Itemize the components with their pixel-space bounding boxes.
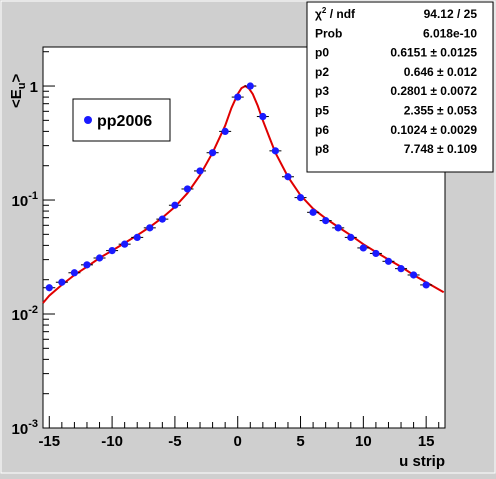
stats-value: 0.646 ± 0.012 [404, 65, 478, 79]
y-axis-title-sub: u [16, 83, 28, 90]
data-point [384, 257, 393, 265]
data-point [121, 240, 129, 248]
data-point [234, 93, 242, 101]
axes-layer: -15 -10 -5 0 5 10 15 1 10-1 10-2 10-3 [12, 51, 440, 450]
stats-value: 2.355 ± 0.053 [404, 104, 478, 118]
stats-label: p8 [315, 142, 329, 156]
data-point [284, 173, 292, 181]
data-point [359, 244, 367, 252]
data-point [171, 201, 179, 209]
data-point [70, 269, 79, 277]
x-tick-label: 10 [355, 433, 372, 450]
data-point [146, 224, 154, 232]
data-point [296, 194, 305, 202]
x-tick-label: 0 [234, 433, 242, 450]
data-point [372, 249, 380, 258]
stats-box-frame [306, 1, 494, 173]
y-tick-label: 10-3 [12, 418, 38, 438]
x-tick-label: 15 [418, 433, 435, 450]
data-point [95, 254, 104, 262]
stats-label: Prob [315, 26, 342, 40]
stats-value: 0.2801 ± 0.0072 [390, 84, 477, 98]
legend-label-pp2006: pp2006 [97, 113, 152, 130]
stats-value: 7.748 ± 0.109 [404, 142, 478, 156]
stats-label: p3 [315, 84, 329, 98]
x-axis-title: u strip [399, 453, 445, 470]
data-point [246, 82, 254, 90]
data-point [309, 208, 317, 216]
data-point [133, 233, 141, 241]
data-point [409, 271, 418, 279]
data-point [422, 281, 430, 289]
stats-label: p2 [315, 65, 329, 79]
stats-value: 0.6151 ± 0.0125 [390, 46, 477, 60]
stats-value: 94.12 / 25 [424, 7, 478, 21]
data-point [183, 185, 192, 193]
stats-box: χ2 / ndf 94.12 / 25 Prob 6.018e-10 p0 0.6151 … [306, 1, 494, 173]
legend: pp2006 [72, 98, 171, 142]
stats-label: p5 [315, 104, 329, 118]
y-tick-label: 10-1 [12, 190, 38, 210]
data-point [347, 233, 355, 241]
data-point [322, 216, 330, 225]
data-point [221, 127, 229, 135]
data-point [108, 246, 116, 255]
data-point [158, 215, 166, 223]
data-point [83, 261, 91, 269]
data-point [58, 278, 66, 286]
stats-label: χ2 / ndf [315, 6, 356, 21]
data-points-layer [43, 82, 433, 292]
data-point [334, 224, 342, 232]
y-tick-label: 10-2 [12, 304, 38, 324]
stats-value: 0.1024 ± 0.0029 [390, 123, 477, 137]
y-axis-title: <Eu> [8, 74, 28, 109]
data-point [271, 147, 280, 155]
y-axis-title-main: <E [8, 89, 25, 108]
data-point [208, 149, 217, 157]
data-point [397, 265, 405, 273]
x-tick-label: 5 [296, 433, 304, 450]
data-point [196, 167, 204, 175]
legend-marker [84, 116, 92, 124]
stats-label: p6 [315, 123, 329, 137]
x-tick-label: -5 [168, 433, 181, 450]
y-tick-label: 1 [30, 79, 38, 96]
data-point [259, 112, 267, 121]
svg-text:<Eu>: <Eu> [8, 74, 28, 109]
stats-value: 6.018e-10 [423, 26, 477, 40]
stats-label: p0 [315, 46, 329, 60]
x-tick-label: -15 [38, 433, 60, 450]
data-point [45, 284, 53, 292]
x-tick-label: -10 [101, 433, 123, 450]
y-axis-title-end: > [8, 74, 25, 83]
